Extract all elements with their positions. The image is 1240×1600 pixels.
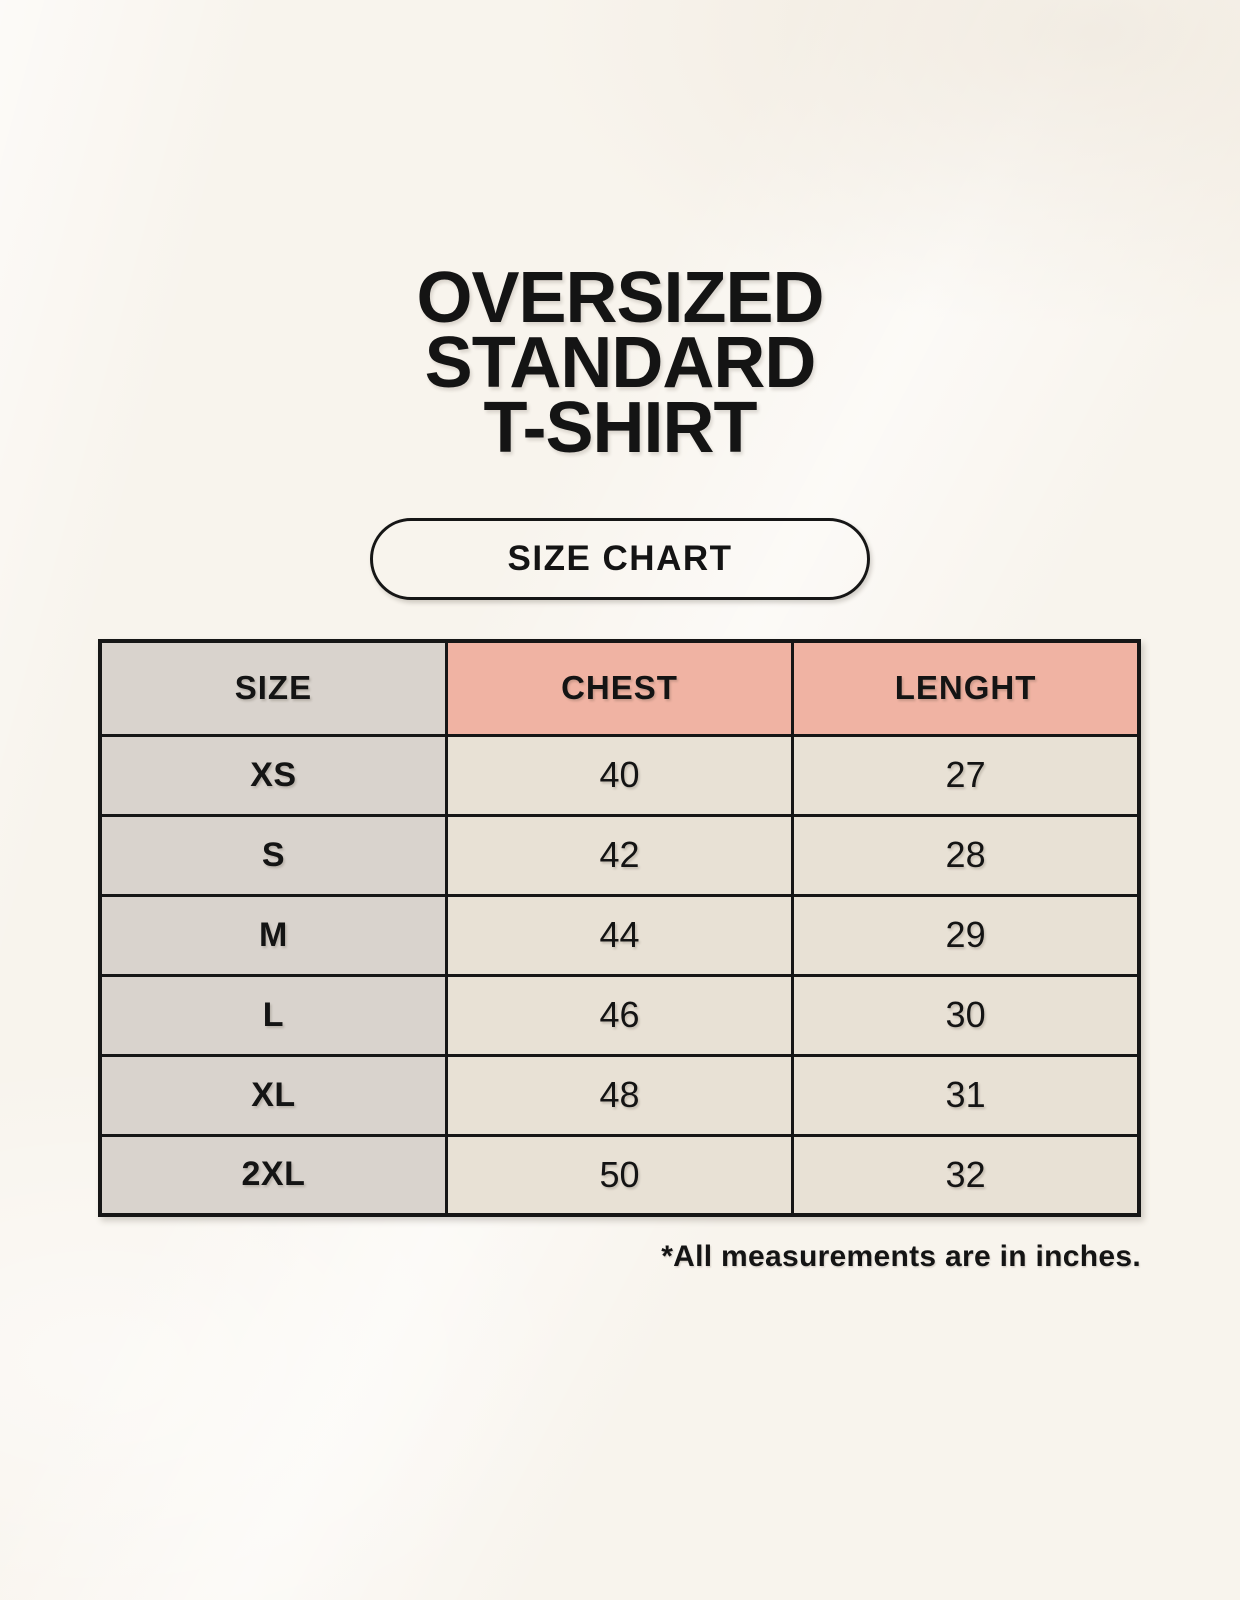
chest-value: 42 [444,813,795,897]
table-header-row: SIZE CHEST LENGHT [98,639,1141,737]
length-value: 29 [791,893,1141,977]
size-label: XS [98,733,448,817]
page-title: OVERSIZED STANDARD T-SHIRT [0,258,1240,468]
size-chart-badge-label: SIZE CHART [507,539,733,578]
table-row-l: L 46 30 [98,973,1141,1057]
column-header-length: LENGHT [791,639,1141,737]
title-line-3: T-SHIRT [483,388,758,468]
size-label: 2XL [98,1133,448,1217]
size-label: XL [98,1053,448,1137]
chest-value: 48 [444,1053,795,1137]
length-value: 31 [791,1053,1141,1137]
length-value: 32 [791,1133,1141,1217]
title-line-2: STANDARD [424,323,817,403]
chest-value: 44 [444,893,795,977]
length-value: 30 [791,973,1141,1057]
chest-value: 40 [444,733,795,817]
column-header-size: SIZE [98,639,448,737]
table-row-xs: XS 40 27 [98,733,1141,817]
table-row-2xl: 2XL 50 32 [98,1133,1141,1217]
table-row-m: M 44 29 [98,893,1141,977]
title-line-1: OVERSIZED [416,258,824,338]
size-chart-table: SIZE CHEST LENGHT XS 40 27 S 42 28 M 44 … [98,639,1141,1217]
table-row-s: S 42 28 [98,813,1141,897]
size-label: M [98,893,448,977]
length-value: 27 [791,733,1141,817]
table-row-xl: XL 48 31 [98,1053,1141,1137]
length-value: 28 [791,813,1141,897]
size-label: L [98,973,448,1057]
measurements-footnote: *All measurements are in inches. [661,1240,1141,1273]
size-label: S [98,813,448,897]
chest-value: 46 [444,973,795,1057]
size-chart-table-container: SIZE CHEST LENGHT XS 40 27 S 42 28 M 44 … [98,639,1141,1217]
size-chart-badge: SIZE CHART [370,518,870,600]
column-header-chest: CHEST [444,639,795,737]
chest-value: 50 [444,1133,795,1217]
